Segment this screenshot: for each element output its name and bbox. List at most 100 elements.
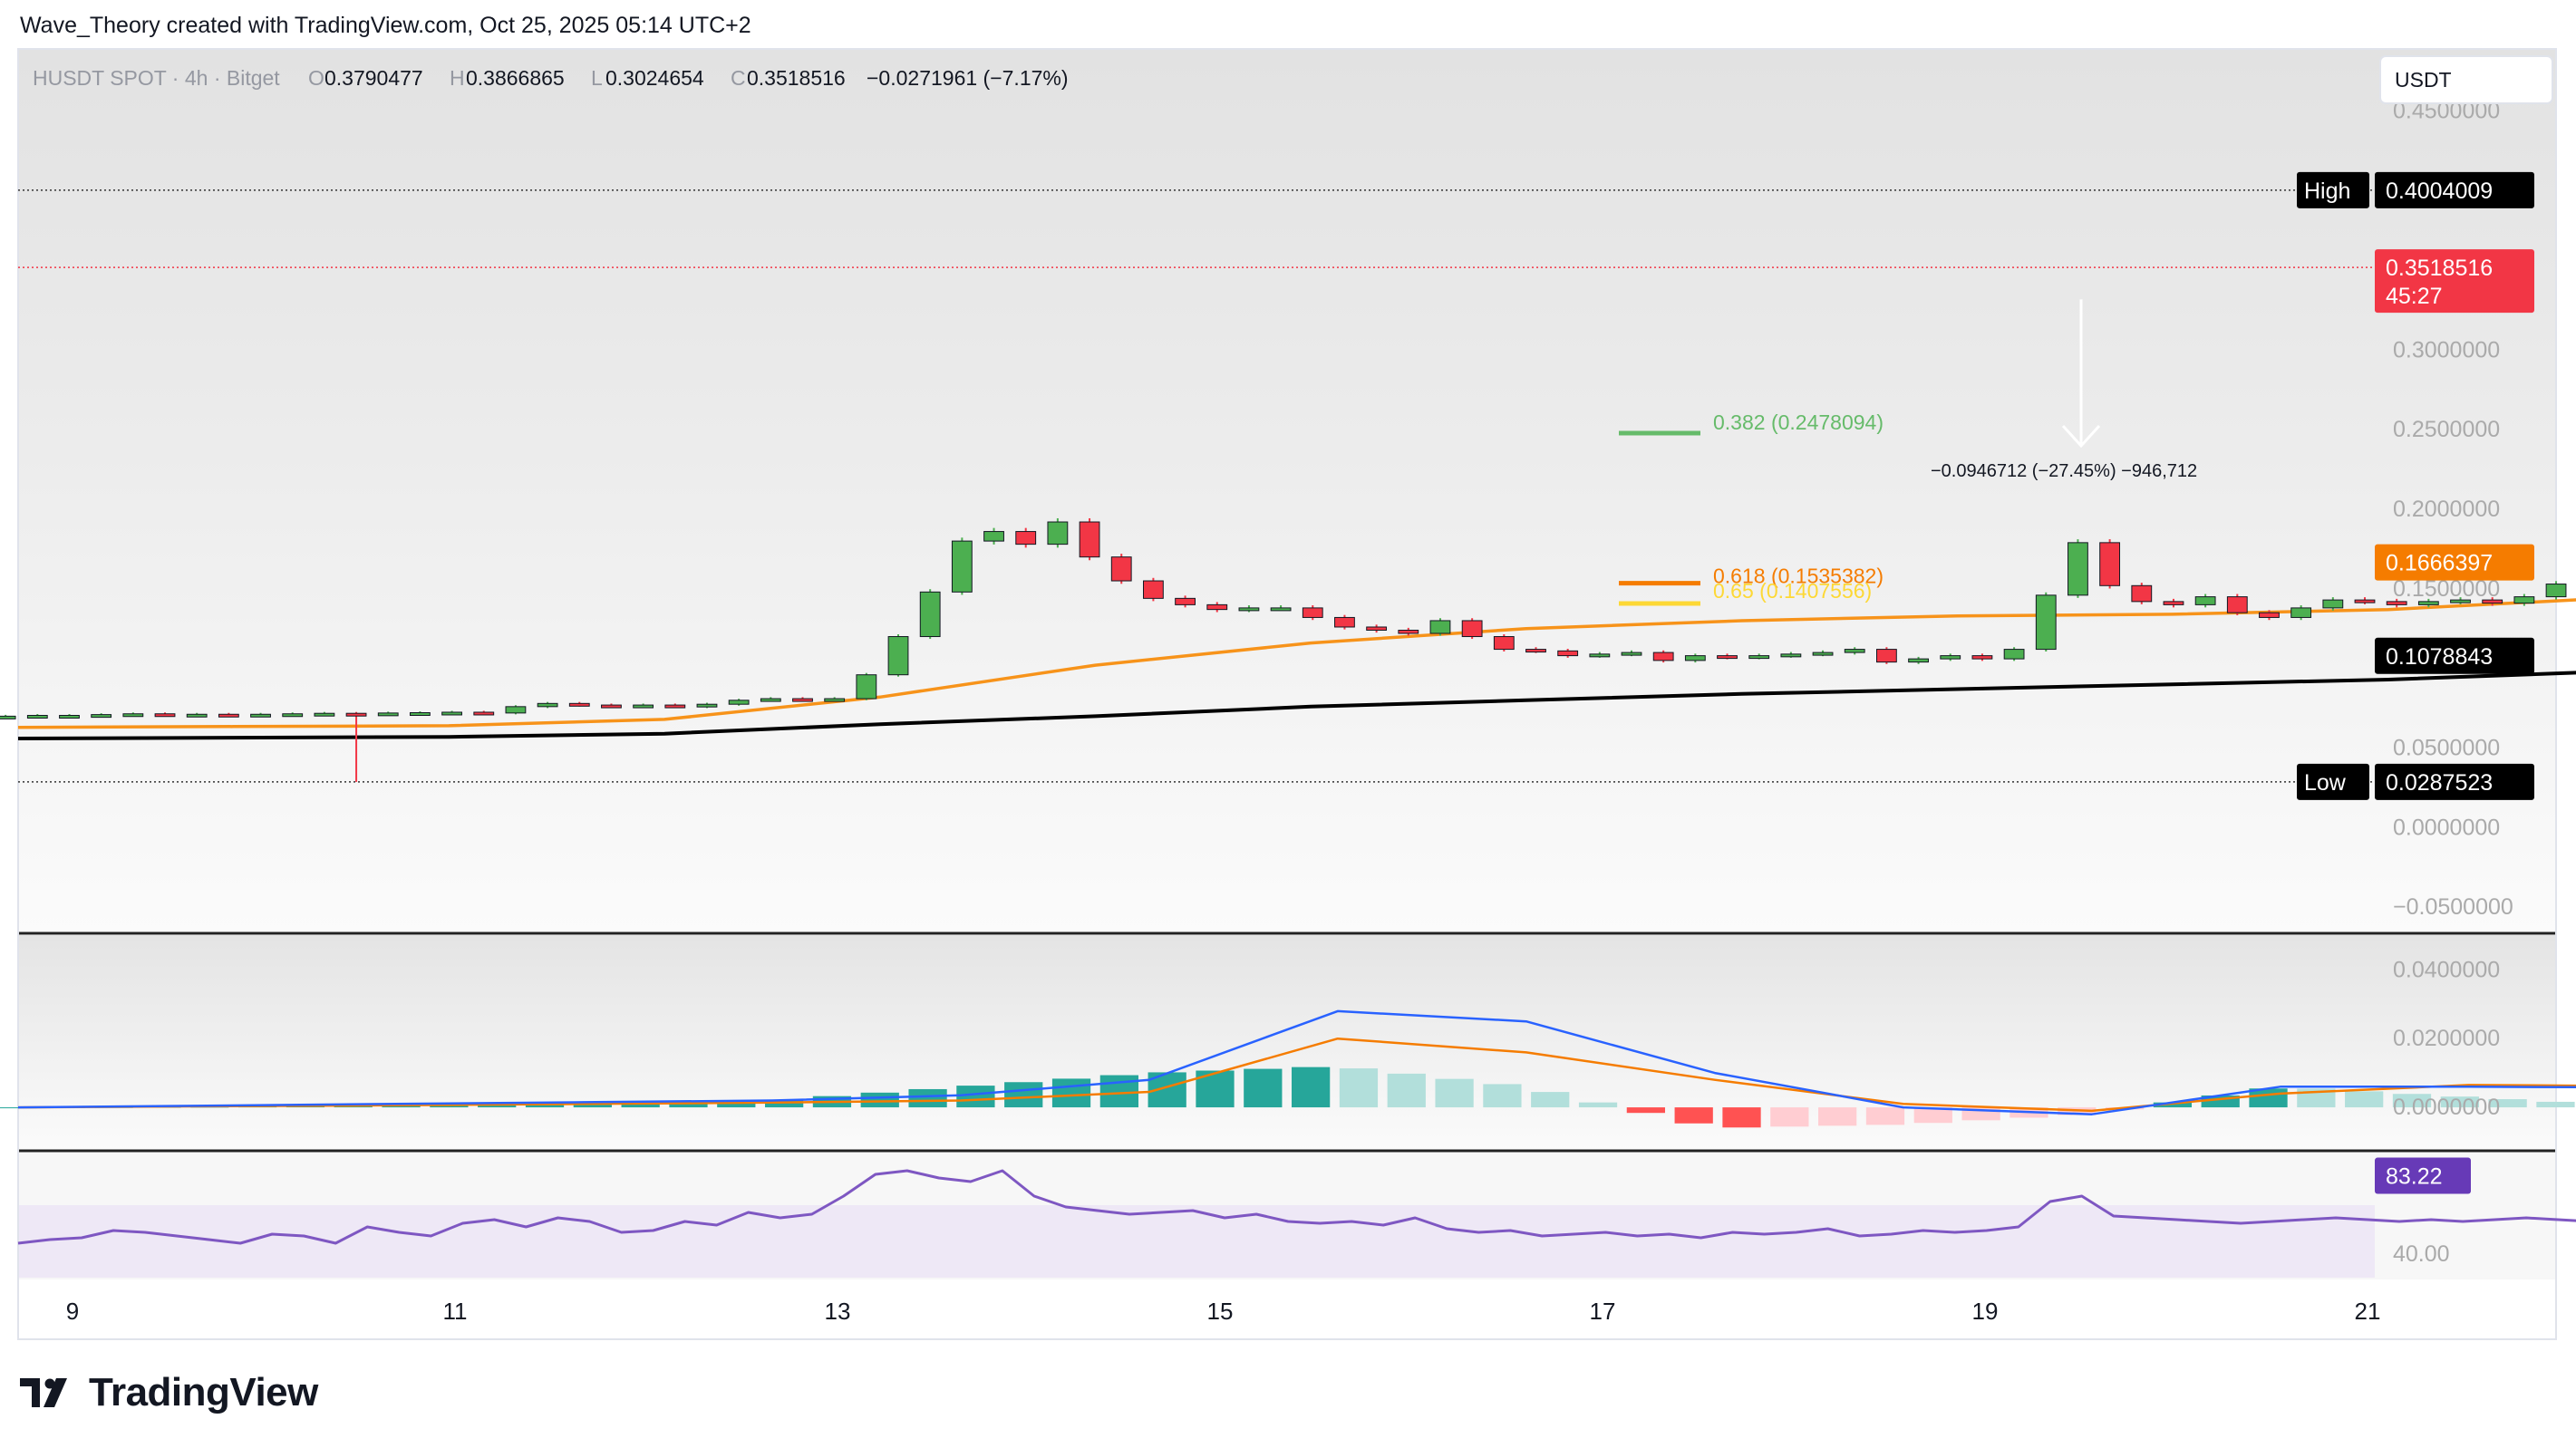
macd-histogram-bar bbox=[1339, 1068, 1379, 1108]
fib-label: 0.65 (0.1407556) bbox=[1713, 579, 1872, 603]
macd-histogram-bar bbox=[1099, 1075, 1138, 1108]
macd-histogram-bar bbox=[2153, 1102, 2193, 1108]
pane-backgrounds bbox=[17, 48, 2557, 1340]
candlesticks bbox=[0, 517, 2567, 782]
ema-slow-price-label-bg bbox=[2375, 637, 2534, 674]
candle-up bbox=[314, 712, 335, 717]
candle-down bbox=[1206, 603, 1228, 611]
candle-down bbox=[345, 712, 367, 717]
open-key: O bbox=[308, 66, 324, 90]
change-value: −0.0271961 (−7.17%) bbox=[867, 66, 1069, 90]
candle-up bbox=[2003, 649, 2025, 660]
brand-name: TradingView bbox=[89, 1370, 318, 1414]
candle-down bbox=[2163, 601, 2184, 605]
x-tick-label: 21 bbox=[2355, 1298, 2381, 1325]
macd-histogram-bar bbox=[382, 1105, 421, 1108]
candle-up bbox=[633, 704, 654, 709]
macd-histogram-bar bbox=[2536, 1101, 2575, 1108]
candle-up bbox=[1621, 652, 1642, 656]
high-value: 0.3866865 bbox=[466, 66, 565, 90]
candle-down bbox=[1971, 655, 1993, 660]
low-price-label-bg bbox=[2375, 763, 2534, 800]
low-price-label: 0.0287523 bbox=[2386, 770, 2493, 796]
y-tick-label: 0.3000000 bbox=[2393, 337, 2500, 362]
chart-caption: Wave_Theory created with TradingView.com… bbox=[20, 13, 751, 38]
candle-up bbox=[1684, 655, 1706, 661]
macd-histogram-bar bbox=[2392, 1094, 2432, 1108]
macd-indicator bbox=[0, 1009, 2576, 1128]
macd-histogram-bar bbox=[1051, 1078, 1091, 1108]
candle-down bbox=[2099, 542, 2121, 586]
main-pane bbox=[18, 49, 2556, 933]
high-price-label-bg bbox=[2375, 171, 2534, 208]
candle-down bbox=[1366, 626, 1388, 631]
high-price-label-tag: High bbox=[2304, 179, 2350, 204]
candle-down bbox=[1652, 652, 1674, 661]
macd-histogram-bar bbox=[1387, 1073, 1426, 1108]
candle-up bbox=[1238, 607, 1260, 612]
macd-histogram-bar bbox=[717, 1101, 756, 1108]
macd-line bbox=[17, 1009, 2576, 1115]
currency-button-bg[interactable] bbox=[2379, 55, 2553, 104]
candle-up bbox=[505, 706, 527, 714]
macd-histogram-bar bbox=[1578, 1102, 1618, 1108]
macd-histogram-bar bbox=[1244, 1068, 1283, 1108]
candle-up bbox=[887, 636, 909, 676]
x-tick-label: 13 bbox=[825, 1298, 851, 1325]
candle-down bbox=[2386, 601, 2407, 605]
rsi-value-label: 83.22 bbox=[2386, 1164, 2443, 1190]
ema-fast-price-label: 0.1666397 bbox=[2386, 551, 2493, 576]
candle-up bbox=[856, 674, 877, 700]
macd-histogram-bar bbox=[621, 1103, 660, 1108]
candle-down bbox=[2482, 599, 2503, 604]
y-tick-label: 0.2000000 bbox=[2393, 497, 2500, 522]
macd-histogram-bar bbox=[2440, 1096, 2479, 1108]
candle-up bbox=[250, 713, 271, 718]
candle-up bbox=[951, 540, 973, 593]
rsi-indicator bbox=[17, 1169, 2576, 1245]
measure-tool[interactable]: −0.0946712 (−27.45%) −946,712 bbox=[1931, 299, 2197, 481]
high-price-label: 0.4004009 bbox=[2386, 179, 2493, 204]
macd-histogram-bar bbox=[2488, 1099, 2527, 1108]
ema-slow-price-label: 0.1078843 bbox=[2386, 644, 2493, 670]
candle-up bbox=[2290, 607, 2312, 618]
rsi-value-label-bg bbox=[2375, 1157, 2471, 1194]
candle-up bbox=[122, 713, 144, 718]
candle-down bbox=[1461, 620, 1483, 638]
candle-down bbox=[2259, 612, 2280, 618]
x-tick-label: 15 bbox=[1207, 1298, 1234, 1325]
candle-up bbox=[824, 698, 846, 702]
candle-up bbox=[2417, 601, 2439, 605]
candle-up bbox=[1844, 649, 1865, 653]
macd-histogram-bar bbox=[956, 1086, 995, 1108]
legend-header: HUSDT SPOT · 4h · Bitget O 0.3790477 H 0… bbox=[33, 66, 1069, 90]
candle-down bbox=[154, 713, 176, 718]
tradingview-brand[interactable]: TradingView bbox=[20, 1370, 318, 1415]
y-tick-label: 0.0000000 bbox=[2393, 815, 2500, 840]
candle-up bbox=[2450, 599, 2471, 603]
price-axes: 0.45000000.30000000.25000000.20000000.15… bbox=[2297, 99, 2534, 1267]
macd-histogram-bar bbox=[1865, 1107, 1905, 1125]
candle-down bbox=[1875, 649, 1897, 663]
fib-label: 0.618 (0.1535382) bbox=[1713, 565, 1884, 588]
high-price-label-tag-bg bbox=[2297, 171, 2369, 208]
open-value: 0.3790477 bbox=[324, 66, 423, 90]
candle-down bbox=[1525, 649, 1546, 653]
high-key: H bbox=[450, 66, 465, 90]
x-tick-label: 11 bbox=[443, 1298, 468, 1325]
currency-button-label[interactable]: USDT bbox=[2395, 68, 2452, 92]
candle-down bbox=[792, 698, 813, 702]
low-price-label-tag: Low bbox=[2304, 770, 2347, 796]
macd-histogram-bar bbox=[478, 1105, 517, 1108]
x-tick-label: 17 bbox=[1590, 1298, 1616, 1325]
low-price-label-tag-bg bbox=[2297, 763, 2369, 800]
candle-up bbox=[410, 712, 431, 717]
candle-up bbox=[537, 702, 558, 708]
low-value: 0.3024654 bbox=[605, 66, 704, 90]
x-tick-label: 19 bbox=[1972, 1298, 1999, 1325]
currency-button[interactable]: USDT bbox=[2379, 55, 2553, 104]
candle-down bbox=[218, 713, 239, 718]
y-tick-label: 0.2500000 bbox=[2393, 417, 2500, 442]
symbol-label: HUSDT SPOT · 4h · Bitget bbox=[33, 66, 280, 90]
macd-pane bbox=[18, 935, 2556, 1151]
